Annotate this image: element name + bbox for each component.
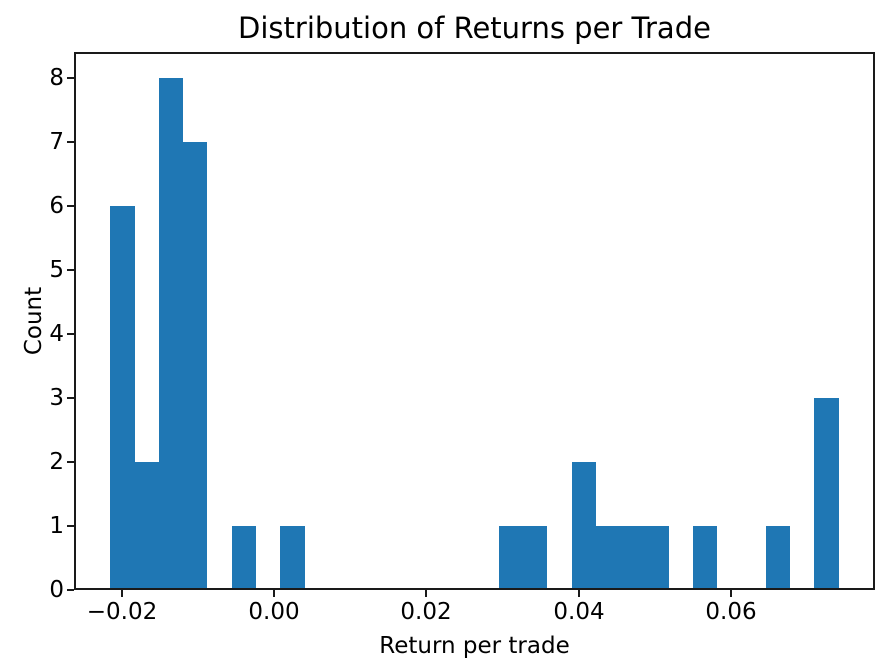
y-tick-label: 3 [49, 385, 64, 411]
histogram-bar [135, 462, 159, 590]
histogram-bar [572, 462, 596, 590]
histogram-bar [110, 206, 135, 590]
x-tick-label: −0.02 [86, 599, 158, 625]
y-tick-label: 6 [49, 193, 64, 219]
y-tick-label: 8 [49, 65, 64, 91]
chart-title: Distribution of Returns per Trade [238, 11, 711, 45]
y-tick-label: 0 [49, 577, 64, 603]
y-tick-label: 2 [49, 449, 64, 475]
histogram-bar [499, 526, 523, 590]
histogram-bar [766, 526, 790, 590]
y-tick-mark [67, 397, 74, 399]
plot-area [74, 52, 875, 590]
histogram-bar [183, 142, 207, 590]
x-tick-label: 0.00 [248, 599, 300, 625]
y-tick-mark [67, 141, 74, 143]
x-axis-label: Return per trade [379, 633, 570, 659]
x-tick-label: 0.04 [553, 599, 605, 625]
y-tick-label: 7 [49, 129, 64, 155]
histogram-bar [523, 526, 547, 590]
histogram-bar [693, 526, 717, 590]
y-tick-label: 1 [49, 513, 64, 539]
y-tick-mark [67, 205, 74, 207]
y-tick-label: 4 [49, 321, 64, 347]
x-tick-mark [730, 590, 732, 597]
y-tick-label: 5 [49, 257, 64, 283]
histogram-bar [814, 398, 839, 590]
y-tick-mark [67, 589, 74, 591]
histogram-bar [159, 78, 183, 590]
x-tick-label: 0.06 [705, 599, 757, 625]
x-tick-mark [578, 590, 580, 597]
x-tick-mark [273, 590, 275, 597]
y-tick-mark [67, 269, 74, 271]
histogram-bar [280, 526, 305, 590]
histogram-bar [644, 526, 669, 590]
y-tick-mark [67, 525, 74, 527]
y-tick-mark [67, 461, 74, 463]
y-tick-mark [67, 333, 74, 335]
bars-layer [74, 52, 875, 590]
histogram-bar [596, 526, 620, 590]
y-tick-mark [67, 77, 74, 79]
histogram-bar [620, 526, 644, 590]
y-axis-label: Count [21, 286, 47, 356]
x-tick-label: 0.02 [400, 599, 452, 625]
x-tick-mark [121, 590, 123, 597]
x-tick-mark [425, 590, 427, 597]
histogram-bar [232, 526, 256, 590]
